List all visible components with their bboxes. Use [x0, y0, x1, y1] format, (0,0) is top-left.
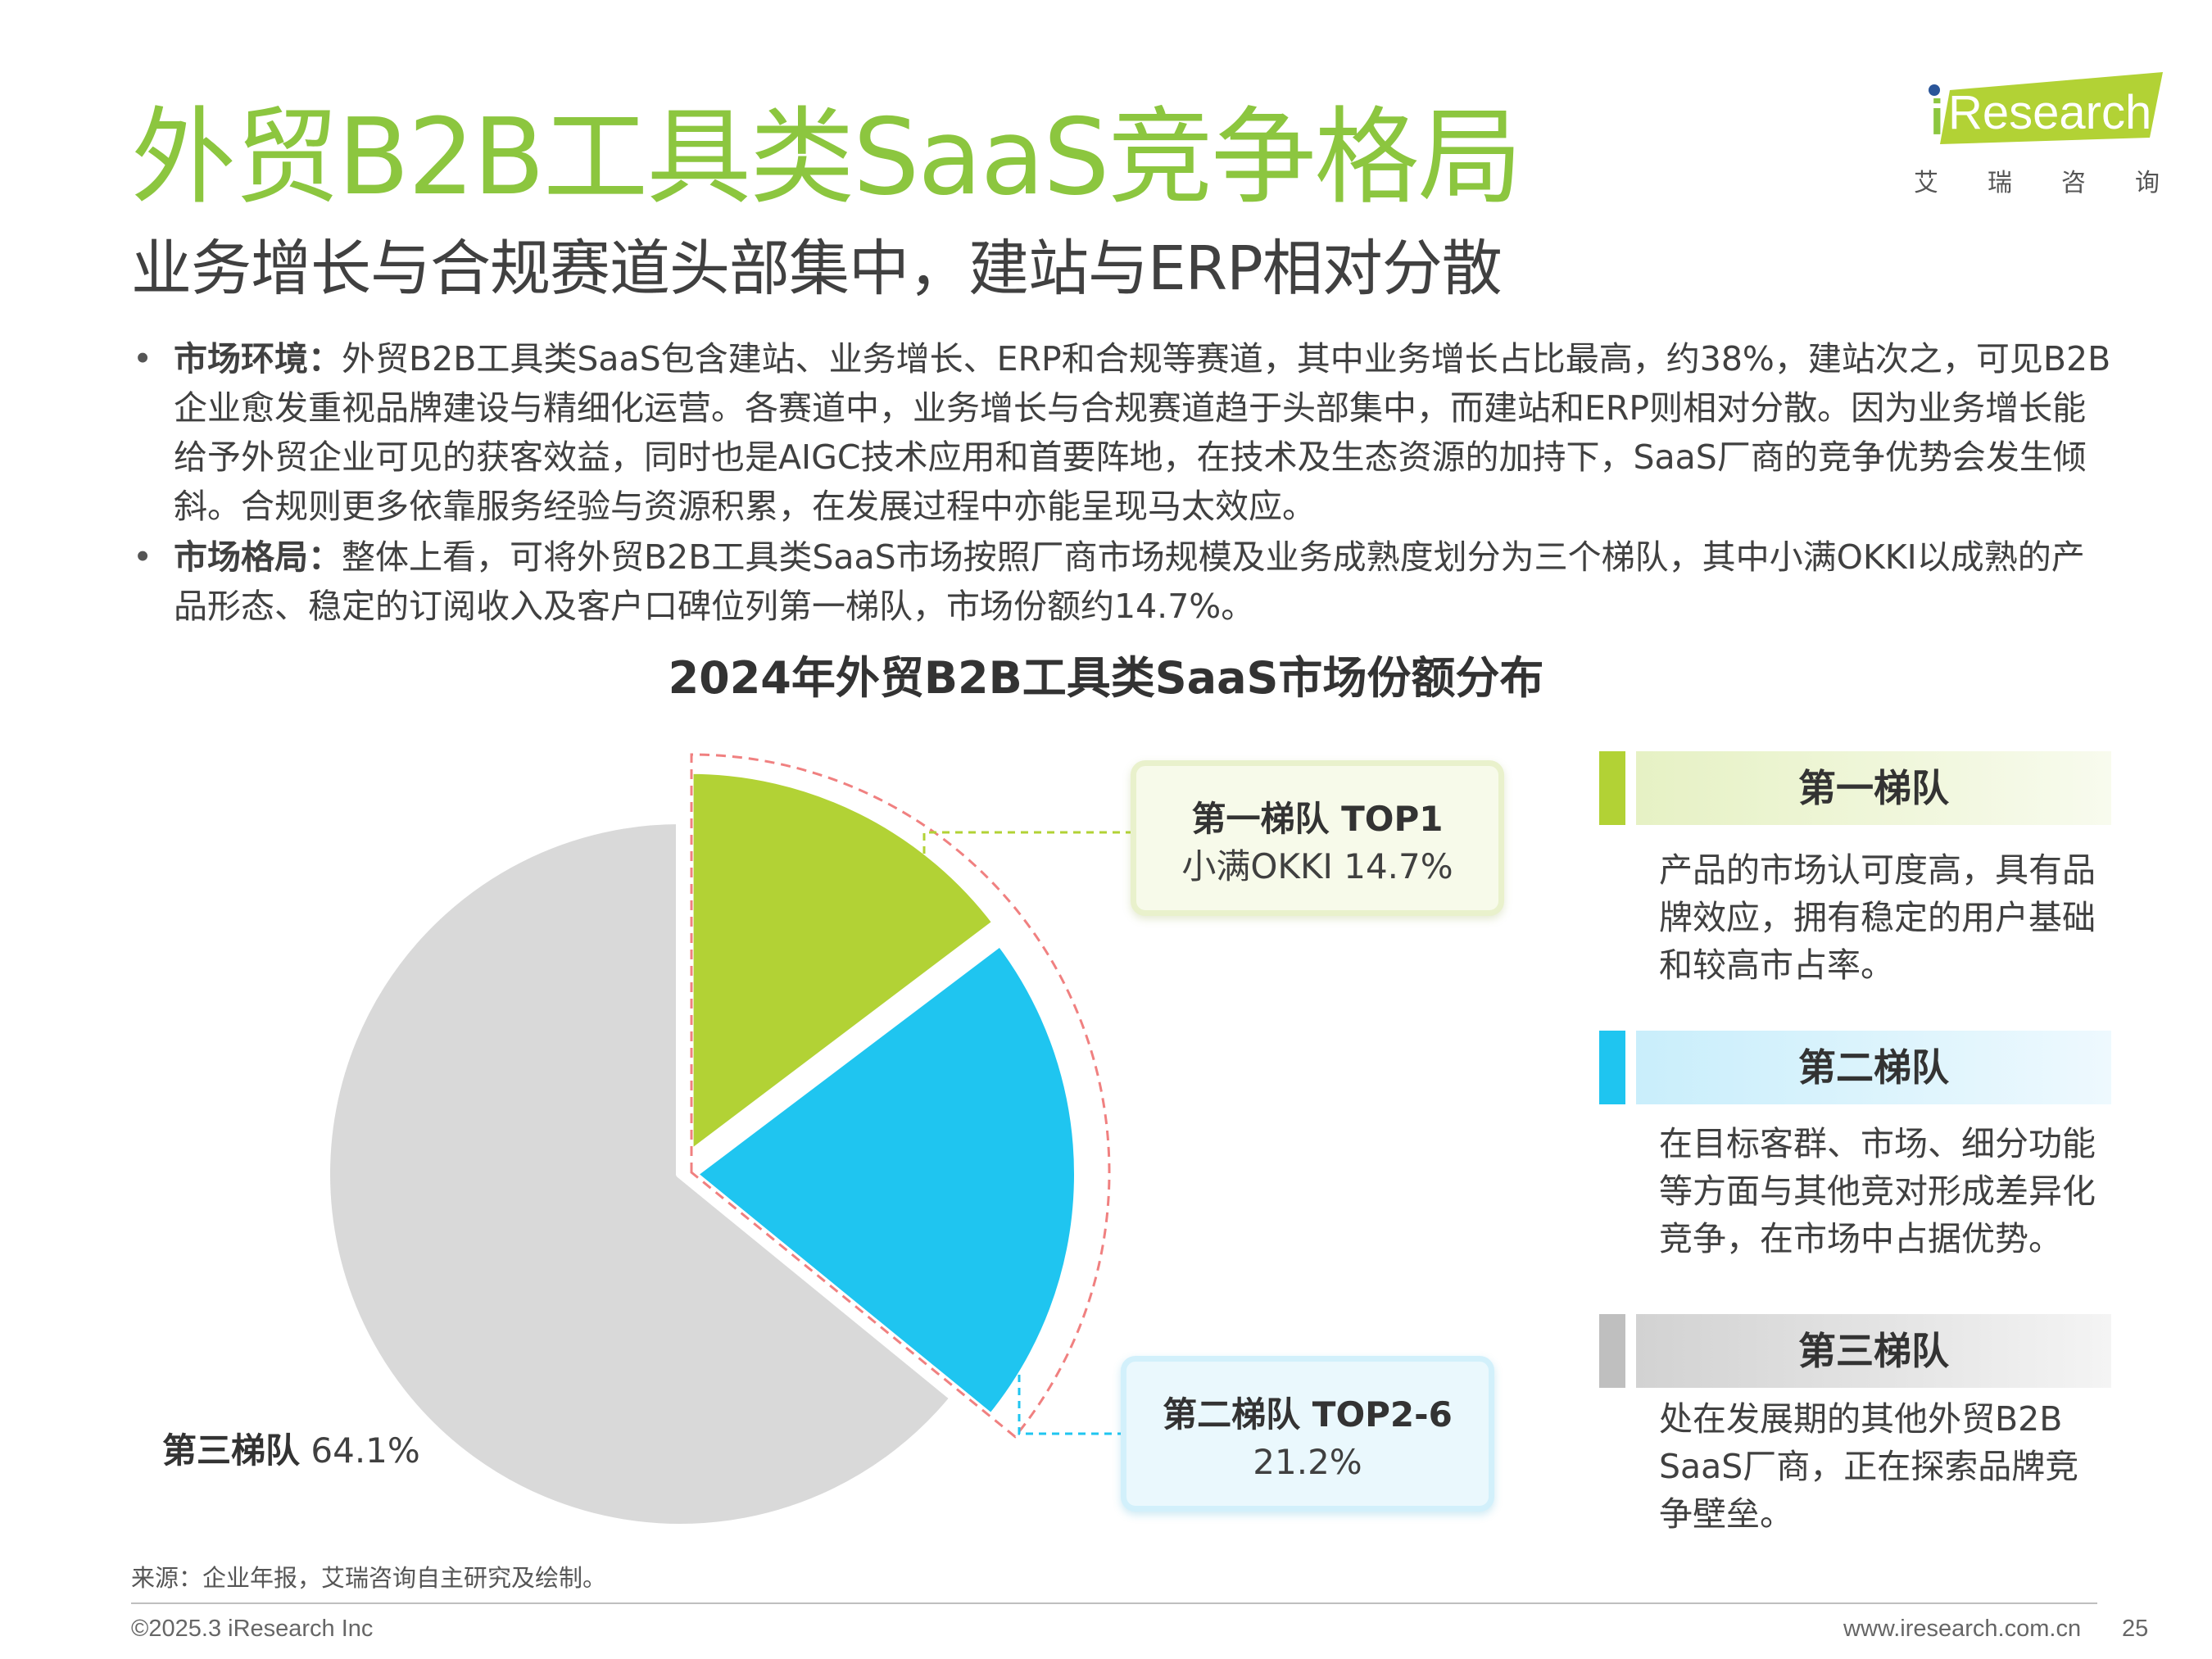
- logo-cn-char: 咨: [2061, 169, 2086, 197]
- source-note: 来源：企业年报，艾瑞咨询自主研究及绘制。: [131, 1564, 607, 1592]
- pie-slice-tier3: [322, 816, 959, 1532]
- leader-line-tier2: [1018, 1335, 1121, 1435]
- copyright: ©2025.3 iResearch Inc: [131, 1616, 374, 1642]
- tier3-color-bar: [1599, 1314, 1625, 1388]
- pie-label-tier3-name: 第三梯队: [162, 1430, 301, 1471]
- pie-label-tier3-value: 64.1%: [310, 1430, 420, 1471]
- callout-tier2: 第二梯队 TOP2-6 21.2%: [1121, 1356, 1494, 1512]
- tier3-description: 处在发展期的其他外贸B2B SaaS厂商，正在探索品牌竞争壁垒。: [1659, 1399, 2079, 1534]
- pie-label-tier3: 第三梯队 64.1%: [162, 1427, 420, 1475]
- tier3-heading: 第三梯队: [1636, 1314, 2111, 1388]
- bullet-text: 整体上看，可将外贸B2B工具类SaaS市场按照厂商市场规模及业务成熟度划分为三个…: [174, 537, 2085, 626]
- highlight-dashed-outline: [690, 753, 1111, 1439]
- callout-tier1: 第一梯队 TOP1 小满OKKI 14.7%: [1131, 760, 1504, 916]
- pie-slice-tier1: [685, 765, 1001, 1159]
- tier2-color-bar: [1599, 1031, 1625, 1104]
- tier2-heading: 第二梯队: [1636, 1031, 2111, 1104]
- tier1-color-bar: [1599, 751, 1625, 825]
- logo-cn: 艾 瑞 咨 询: [1914, 162, 2160, 198]
- logo-i: i: [1930, 90, 1944, 145]
- page-title: 外贸B2B工具类SaaS竞争格局: [131, 97, 1522, 219]
- bullet-item: 市场格局：整体上看，可将外贸B2B工具类SaaS市场按照厂商市场规模及业务成熟度…: [131, 533, 2114, 631]
- bullet-list: 市场环境：外贸B2B工具类SaaS包含建站、业务增长、ERP和合规等赛道，其中业…: [131, 334, 2114, 632]
- bullet-label: 市场环境：: [174, 339, 342, 378]
- callout-tier1-name: 第一梯队 TOP1: [1191, 799, 1444, 839]
- logo-dot: [1929, 84, 1940, 96]
- callout-tier2-name: 第二梯队 TOP2-6: [1163, 1394, 1453, 1435]
- logo-cn-char: 询: [2135, 169, 2160, 197]
- tier1-heading: 第一梯队: [1636, 751, 2111, 825]
- leader-line-tier1: [922, 831, 1131, 867]
- tier2-description: 在目标客群、市场、细分功能等方面与其他竞对形成差异化竞争，在市场中占据优势。: [1659, 1124, 2096, 1258]
- logo-cn-char: 瑞: [1988, 169, 2012, 197]
- callout-tier2-value: 21.2%: [1253, 1442, 1362, 1482]
- tier1-description: 产品的市场认可度高，具有品牌效应，拥有稳定的用户基础和较高市占率。: [1659, 850, 2096, 985]
- logo-brand: Research: [1948, 86, 2152, 139]
- pie-slice-tier2: [688, 937, 1082, 1422]
- website-link[interactable]: www.iresearch.com.cn: [1843, 1616, 2082, 1642]
- bullet-label: 市场格局：: [174, 537, 342, 577]
- chart-title: 2024年外贸B2B工具类SaaS市场份额分布: [668, 652, 1544, 704]
- callout-tier1-value: 小满OKKI 14.7%: [1181, 846, 1453, 886]
- footer-divider: [131, 1602, 2097, 1604]
- logo-cn-char: 艾: [1914, 169, 1938, 197]
- iresearch-logo: [1940, 72, 2163, 144]
- bullet-item: 市场环境：外贸B2B工具类SaaS包含建站、业务增长、ERP和合规等赛道，其中业…: [131, 334, 2114, 531]
- page-subtitle: 业务增长与合规赛道头部集中，建站与ERP相对分散: [131, 233, 1503, 304]
- page-number: 25: [2122, 1616, 2149, 1642]
- bullet-text: 外贸B2B工具类SaaS包含建站、业务增长、ERP和合规等赛道，其中业务增长占比…: [174, 339, 2111, 526]
